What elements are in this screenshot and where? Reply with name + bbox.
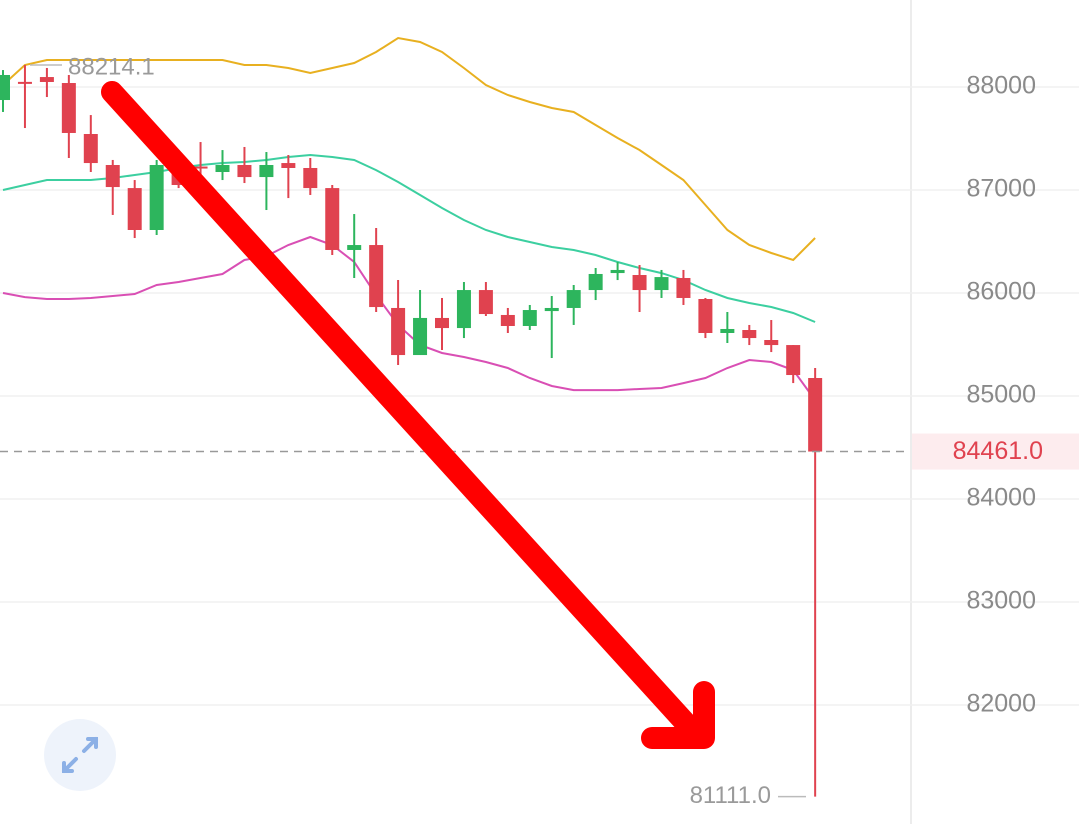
- y-tick-label: 82000: [966, 690, 1036, 718]
- candle-body: [720, 328, 735, 333]
- candle-body: [742, 330, 757, 339]
- candle-body: [522, 310, 537, 326]
- candle-body: [39, 77, 54, 82]
- candle-body: [698, 299, 713, 333]
- candle-body: [281, 163, 296, 168]
- candle-body: [588, 273, 603, 291]
- candle-body: [149, 165, 164, 230]
- candle-body: [105, 165, 120, 188]
- candle-body: [566, 290, 581, 308]
- candle-body: [676, 277, 691, 298]
- y-tick-label: 85000: [966, 381, 1036, 409]
- band-line: [2, 153, 816, 323]
- candle-body: [654, 277, 669, 291]
- trend-arrow: [101, 81, 715, 749]
- candle-body: [808, 378, 823, 452]
- candle-body: [83, 134, 98, 164]
- last-price-box: [912, 433, 1079, 470]
- candle-body: [435, 317, 449, 329]
- candle-body: [17, 81, 32, 84]
- candle-body: [610, 269, 625, 274]
- candle-body: [0, 74, 10, 101]
- candle-body: [764, 340, 779, 346]
- candle-body: [61, 83, 76, 133]
- y-tick-label: 86000: [966, 278, 1036, 306]
- candle-body: [456, 290, 471, 329]
- candle-body: [500, 314, 515, 326]
- high-label: 88214.1: [68, 53, 155, 80]
- candle-body: [391, 307, 406, 356]
- candle-body: [478, 290, 493, 315]
- low-label: 81111.0: [690, 782, 771, 809]
- candle-body: [544, 307, 559, 312]
- candle-body: [303, 167, 318, 189]
- candle-body: [369, 245, 384, 308]
- candle-body: [347, 245, 362, 250]
- candle-body: [259, 165, 274, 178]
- expand-button[interactable]: [44, 719, 116, 791]
- candle-body: [215, 165, 230, 173]
- last-price-label: 84461.0: [953, 437, 1043, 465]
- y-tick-label: 83000: [966, 587, 1036, 615]
- candle-body: [413, 317, 428, 356]
- candle-body: [127, 188, 142, 230]
- candle-body: [193, 166, 208, 169]
- band-line: [2, 36, 816, 262]
- candle-body: [632, 275, 647, 291]
- y-tick-label: 88000: [966, 72, 1036, 100]
- candle-body: [325, 188, 340, 250]
- candle-body: [237, 165, 252, 178]
- candle-body: [786, 345, 801, 376]
- y-tick-label: 87000: [966, 175, 1036, 203]
- y-tick-label: 84000: [966, 484, 1036, 512]
- band-line: [2, 235, 816, 401]
